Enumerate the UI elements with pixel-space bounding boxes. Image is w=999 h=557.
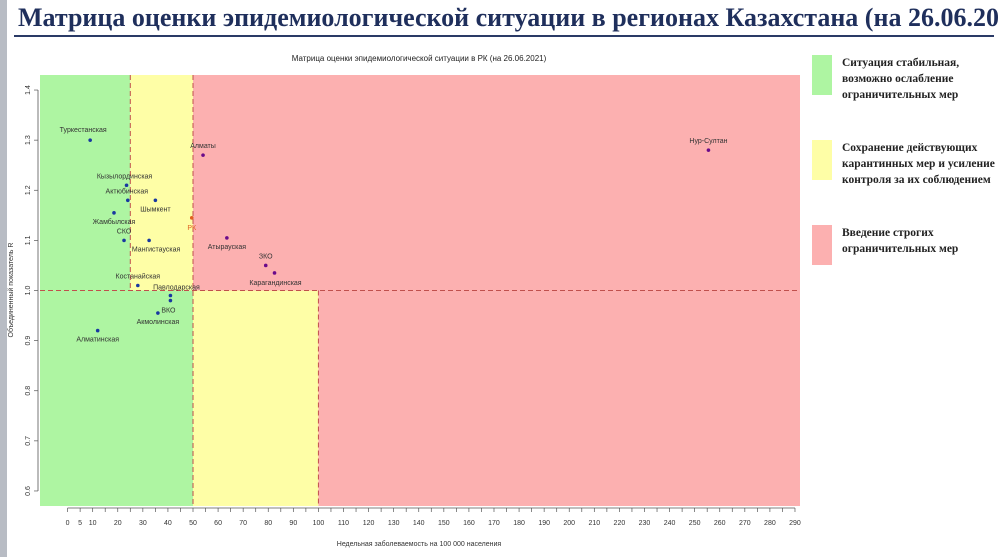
zone-red-lower [318,290,800,506]
data-point [122,238,126,243]
data-point [168,298,173,303]
data-point [95,328,100,333]
x-tick-label: 100 [313,520,325,527]
y-tick-label: 0.9 [25,336,32,346]
data-point [189,216,194,220]
zone-green-lower [40,290,194,506]
x-tick-label: 140 [413,520,425,527]
point-label: Карагандинская [249,280,301,287]
title-underline [14,35,994,37]
point-label: Акмолинская [137,319,180,326]
y-tick-label: 0.7 [25,436,32,446]
zone-red-upper [193,75,800,291]
x-tick-label: 210 [588,520,600,527]
point-label: Жамбылская [93,218,136,226]
point-label: Алматинская [76,337,119,344]
x-tick-label: 30 [139,520,147,527]
x-tick-label: 80 [264,520,272,527]
data-point [706,148,711,152]
x-tick-label: 260 [714,520,726,527]
zone-yellow-lower [193,290,319,506]
x-tick-label: 220 [614,520,626,527]
point-label: Павлодарская [153,285,200,292]
x-tick-label: 70 [239,520,247,527]
legend-swatch [812,55,832,95]
x-tick-label: 290 [789,520,801,527]
x-tick-label: 5 [78,520,82,527]
x-tick-label: 0 [66,520,70,527]
data-point [225,236,229,240]
chart-title: Матрица оценки эпидемиологической ситуац… [292,54,547,63]
x-tick-label: 240 [664,520,676,527]
y-axis-label: Объединенный показатель R [7,243,15,338]
legend-text: Сохранение действующих карантинных мер и… [842,142,995,186]
y-tick-label: 1.4 [25,85,32,95]
x-tick-label: 90 [289,520,297,527]
data-point [124,183,129,188]
point-label: ЗКО [259,253,273,260]
point-label: Атырауская [208,244,246,251]
x-tick-label: 170 [488,520,500,527]
point-label: Костанайская [116,272,161,280]
x-tick-label: 230 [639,520,651,527]
legend-text: Ситуация стабильная, возможно ослабление… [842,57,960,101]
x-tick-label: 110 [338,520,349,527]
x-tick-label: 270 [739,520,751,527]
x-tick-label: 40 [164,520,172,527]
x-axis-label: Недельная заболеваемость на 100 000 насе… [337,540,502,548]
x-tick-label: 20 [114,520,122,527]
point-label: Шымкент [140,206,171,213]
point-label: ВКО [161,308,176,315]
x-tick-label: 60 [214,520,222,527]
data-point [153,198,158,203]
x-tick-label: 150 [438,520,450,527]
slide-title: Матрица оценки эпидемиологической ситуац… [18,3,999,32]
x-tick-label: 10 [89,520,97,527]
data-point [136,283,140,288]
x-tick-label: 120 [363,520,375,527]
data-point [112,211,116,215]
data-point [168,293,173,298]
legend-swatch [812,225,832,265]
y-tick-label: 1.1 [25,235,32,245]
y-tick-label: 1.0 [25,286,32,296]
point-label: Мангистауская [132,246,181,253]
data-point [263,263,268,268]
x-tick-label: 190 [538,520,550,527]
y-tick-label: 1.2 [25,185,32,195]
y-tick-label: 1.3 [25,135,32,145]
data-point [147,238,151,243]
zone-green-upper [40,75,131,291]
point-label: Актюбинская [106,187,149,195]
legend-swatch [812,140,832,180]
slide-edge [0,0,7,557]
data-point [88,138,92,142]
legend-text: Введение строгих ограничительных мер [842,227,959,255]
x-tick-label: 250 [689,520,701,527]
y-tick-label: 0.6 [25,486,32,496]
zone-yellow-upper [130,75,194,291]
point-label: Туркестанская [60,127,107,134]
data-point [272,271,277,275]
x-tick-label: 130 [388,520,400,527]
data-point [125,198,130,203]
data-point [156,311,160,315]
x-tick-label: 280 [764,520,776,527]
x-tick-label: 200 [563,520,575,527]
x-tick-label: 160 [463,520,475,527]
point-label: Кызылординская [97,173,153,180]
point-label: СКО [117,228,132,235]
point-label: Нур-Султан [689,138,727,145]
y-tick-label: 0.8 [25,386,32,396]
x-tick-label: 180 [513,520,525,527]
point-label: РК [187,225,197,232]
point-label: Алматы [190,143,216,150]
data-point [201,153,205,157]
x-tick-label: 50 [189,520,197,527]
